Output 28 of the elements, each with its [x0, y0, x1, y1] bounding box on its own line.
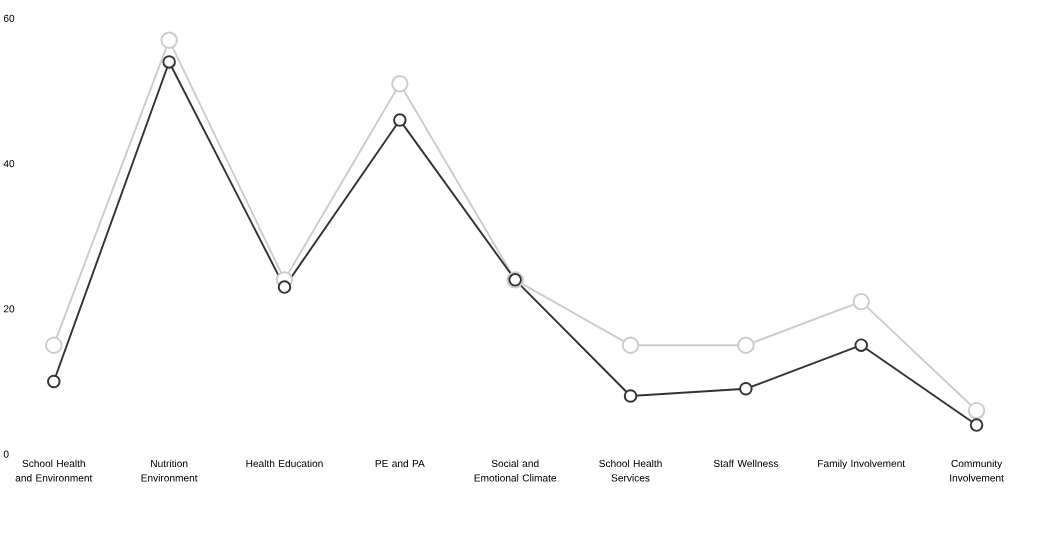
x-tick-label: Social and Emotional Climate: [474, 459, 557, 482]
x-tick-label: Community Involvement: [950, 459, 1004, 482]
y-tick-label: 0: [3, 450, 9, 458]
point: [391, 74, 409, 93]
point: [969, 418, 984, 432]
point: [160, 31, 178, 49]
point: [623, 389, 638, 403]
point: [854, 338, 868, 352]
point: [737, 336, 755, 354]
point: [45, 336, 63, 354]
point: [393, 113, 407, 127]
point: [852, 292, 870, 311]
y-tick-label: 60: [3, 14, 15, 22]
point: [47, 374, 61, 389]
point: [967, 401, 986, 420]
point: [162, 55, 176, 69]
x-tick-label: Staff Wellness: [713, 459, 778, 467]
x-tick-label: School Health and Environment: [15, 459, 93, 482]
x-tick-label: Health Education: [246, 459, 323, 467]
y-tick-label: 20: [3, 305, 15, 313]
x-tick-label: PE and PA: [375, 459, 425, 467]
point: [739, 381, 753, 396]
x-tick-label: School Health Services: [599, 459, 662, 482]
x-tick-label: Nutrition Environment: [141, 459, 198, 482]
point: [621, 336, 640, 354]
point: [277, 280, 292, 294]
x-tick-label: Family Involvement: [818, 459, 906, 469]
y-tick-label: 40: [3, 159, 15, 168]
